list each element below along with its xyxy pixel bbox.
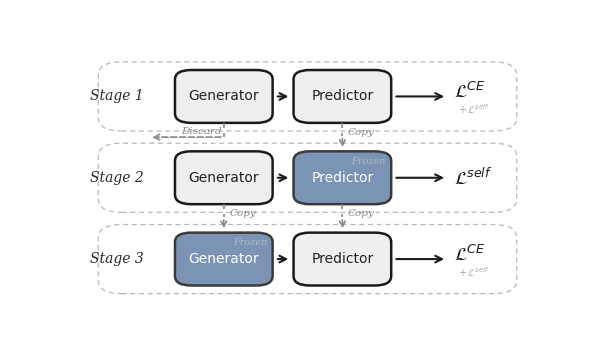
FancyBboxPatch shape: [175, 70, 272, 123]
Text: Generator: Generator: [188, 252, 259, 266]
FancyBboxPatch shape: [293, 151, 391, 204]
FancyBboxPatch shape: [293, 70, 391, 123]
Text: Copy: Copy: [348, 209, 375, 218]
Text: Stage 2: Stage 2: [90, 171, 144, 185]
Text: $+\,\mathcal{L}^{self}$: $+\,\mathcal{L}^{self}$: [458, 265, 489, 279]
Text: Generator: Generator: [188, 89, 259, 103]
Text: $+\,\mathcal{L}^{self}$: $+\,\mathcal{L}^{self}$: [458, 102, 489, 117]
Text: Copy: Copy: [348, 128, 375, 137]
Text: Stage 3: Stage 3: [90, 252, 144, 266]
Text: Stage 1: Stage 1: [90, 89, 144, 103]
Text: Frozen: Frozen: [233, 238, 267, 247]
Text: Frozen: Frozen: [351, 157, 386, 166]
Text: $\mathcal{L}^{self}$: $\mathcal{L}^{self}$: [454, 168, 493, 188]
FancyBboxPatch shape: [175, 151, 272, 204]
Text: Generator: Generator: [188, 171, 259, 185]
Text: $\mathcal{L}^{CE}$: $\mathcal{L}^{CE}$: [454, 82, 485, 101]
Text: Discard: Discard: [181, 127, 221, 136]
FancyBboxPatch shape: [293, 233, 391, 285]
Text: Predictor: Predictor: [311, 252, 373, 266]
Text: Copy: Copy: [229, 209, 256, 218]
Text: $\mathcal{L}^{CE}$: $\mathcal{L}^{CE}$: [454, 245, 485, 264]
Text: Predictor: Predictor: [311, 89, 373, 103]
Text: Predictor: Predictor: [311, 171, 373, 185]
FancyBboxPatch shape: [175, 233, 272, 285]
